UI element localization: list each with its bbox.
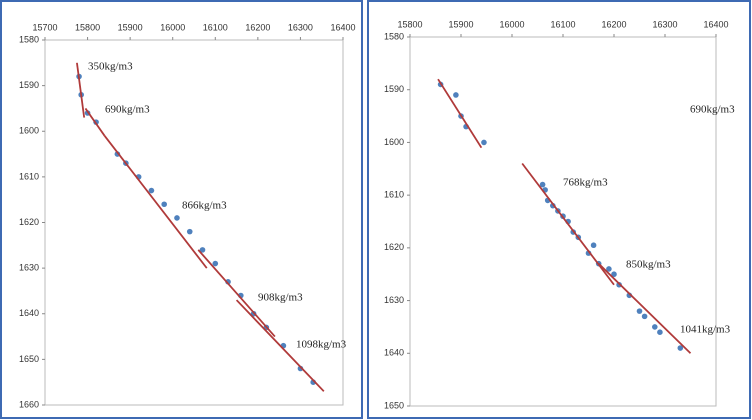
x-tick-label: 16200 [601, 19, 626, 29]
x-tick-label: 15800 [75, 22, 100, 32]
annotation: 690kg/m3 [105, 104, 150, 116]
y-tick-label: 1630 [19, 263, 39, 273]
data-point [212, 260, 219, 267]
data-point [611, 271, 617, 278]
y-tick-label: 1610 [19, 171, 39, 181]
data-point [174, 215, 180, 221]
data-point [606, 266, 612, 272]
x-tick-label: 15800 [397, 19, 422, 29]
trend-line [235, 299, 325, 392]
x-tick-label: 16000 [499, 19, 524, 29]
trend-line [437, 78, 483, 149]
trend-line [598, 263, 692, 354]
x-tick-label: 16100 [550, 19, 575, 29]
data-point [636, 308, 643, 314]
y-tick-label: 1590 [19, 80, 39, 90]
y-tick-label: 1580 [384, 31, 404, 41]
x-tick-label: 16400 [330, 22, 355, 32]
data-point [641, 313, 648, 320]
y-tick-label: 1600 [384, 137, 404, 147]
annotation: 1041kg/m3 [680, 324, 731, 336]
x-tick-label: 16100 [203, 22, 228, 32]
data-point [453, 92, 459, 98]
y-tick-label: 1620 [19, 217, 39, 227]
data-point [199, 247, 206, 253]
x-tick-label: 15900 [118, 22, 143, 32]
y-tick-label: 1630 [384, 295, 404, 305]
x-tick-label: 16200 [245, 22, 270, 32]
y-tick-label: 1640 [19, 308, 39, 318]
data-point [481, 139, 487, 146]
y-tick-label: 1640 [384, 348, 404, 358]
data-point [148, 187, 155, 194]
y-tick-label: 1650 [19, 354, 39, 364]
annotation: 850kg/m3 [626, 259, 671, 271]
data-point [590, 242, 597, 249]
x-tick-label: 16300 [288, 22, 313, 32]
y-tick-label: 1660 [19, 399, 39, 409]
x-tick-label: 15900 [448, 19, 473, 29]
annotation: 908kg/m3 [258, 292, 303, 304]
y-tick-label: 1590 [384, 84, 404, 94]
y-tick-label: 1600 [19, 126, 39, 136]
y-tick-label: 1580 [19, 34, 39, 44]
annotation: 690kg/m3 [690, 104, 735, 116]
x-tick-label: 15700 [32, 22, 57, 32]
annotation: 1098kg/m3 [296, 339, 347, 351]
trend-line [84, 107, 106, 137]
x-tick-label: 16400 [703, 19, 728, 29]
data-point [652, 324, 658, 330]
data-point [186, 228, 193, 235]
x-tick-label: 16300 [652, 19, 677, 29]
annotation: 350kg/m3 [88, 61, 133, 73]
trend-line [103, 135, 208, 269]
y-tick-label: 1650 [384, 400, 404, 410]
panel-border [367, 0, 751, 419]
data-point [539, 181, 546, 188]
trend-line [197, 249, 276, 338]
trend-line [76, 62, 86, 118]
y-tick-label: 1620 [384, 242, 404, 252]
annotation: 866kg/m3 [182, 200, 227, 212]
y-tick-label: 1610 [384, 190, 404, 200]
data-point [161, 201, 167, 208]
x-tick-label: 16000 [160, 22, 185, 32]
data-point [657, 329, 663, 336]
panel-border [0, 0, 363, 419]
annotation: 768kg/m3 [563, 177, 608, 189]
data-point [677, 345, 684, 351]
